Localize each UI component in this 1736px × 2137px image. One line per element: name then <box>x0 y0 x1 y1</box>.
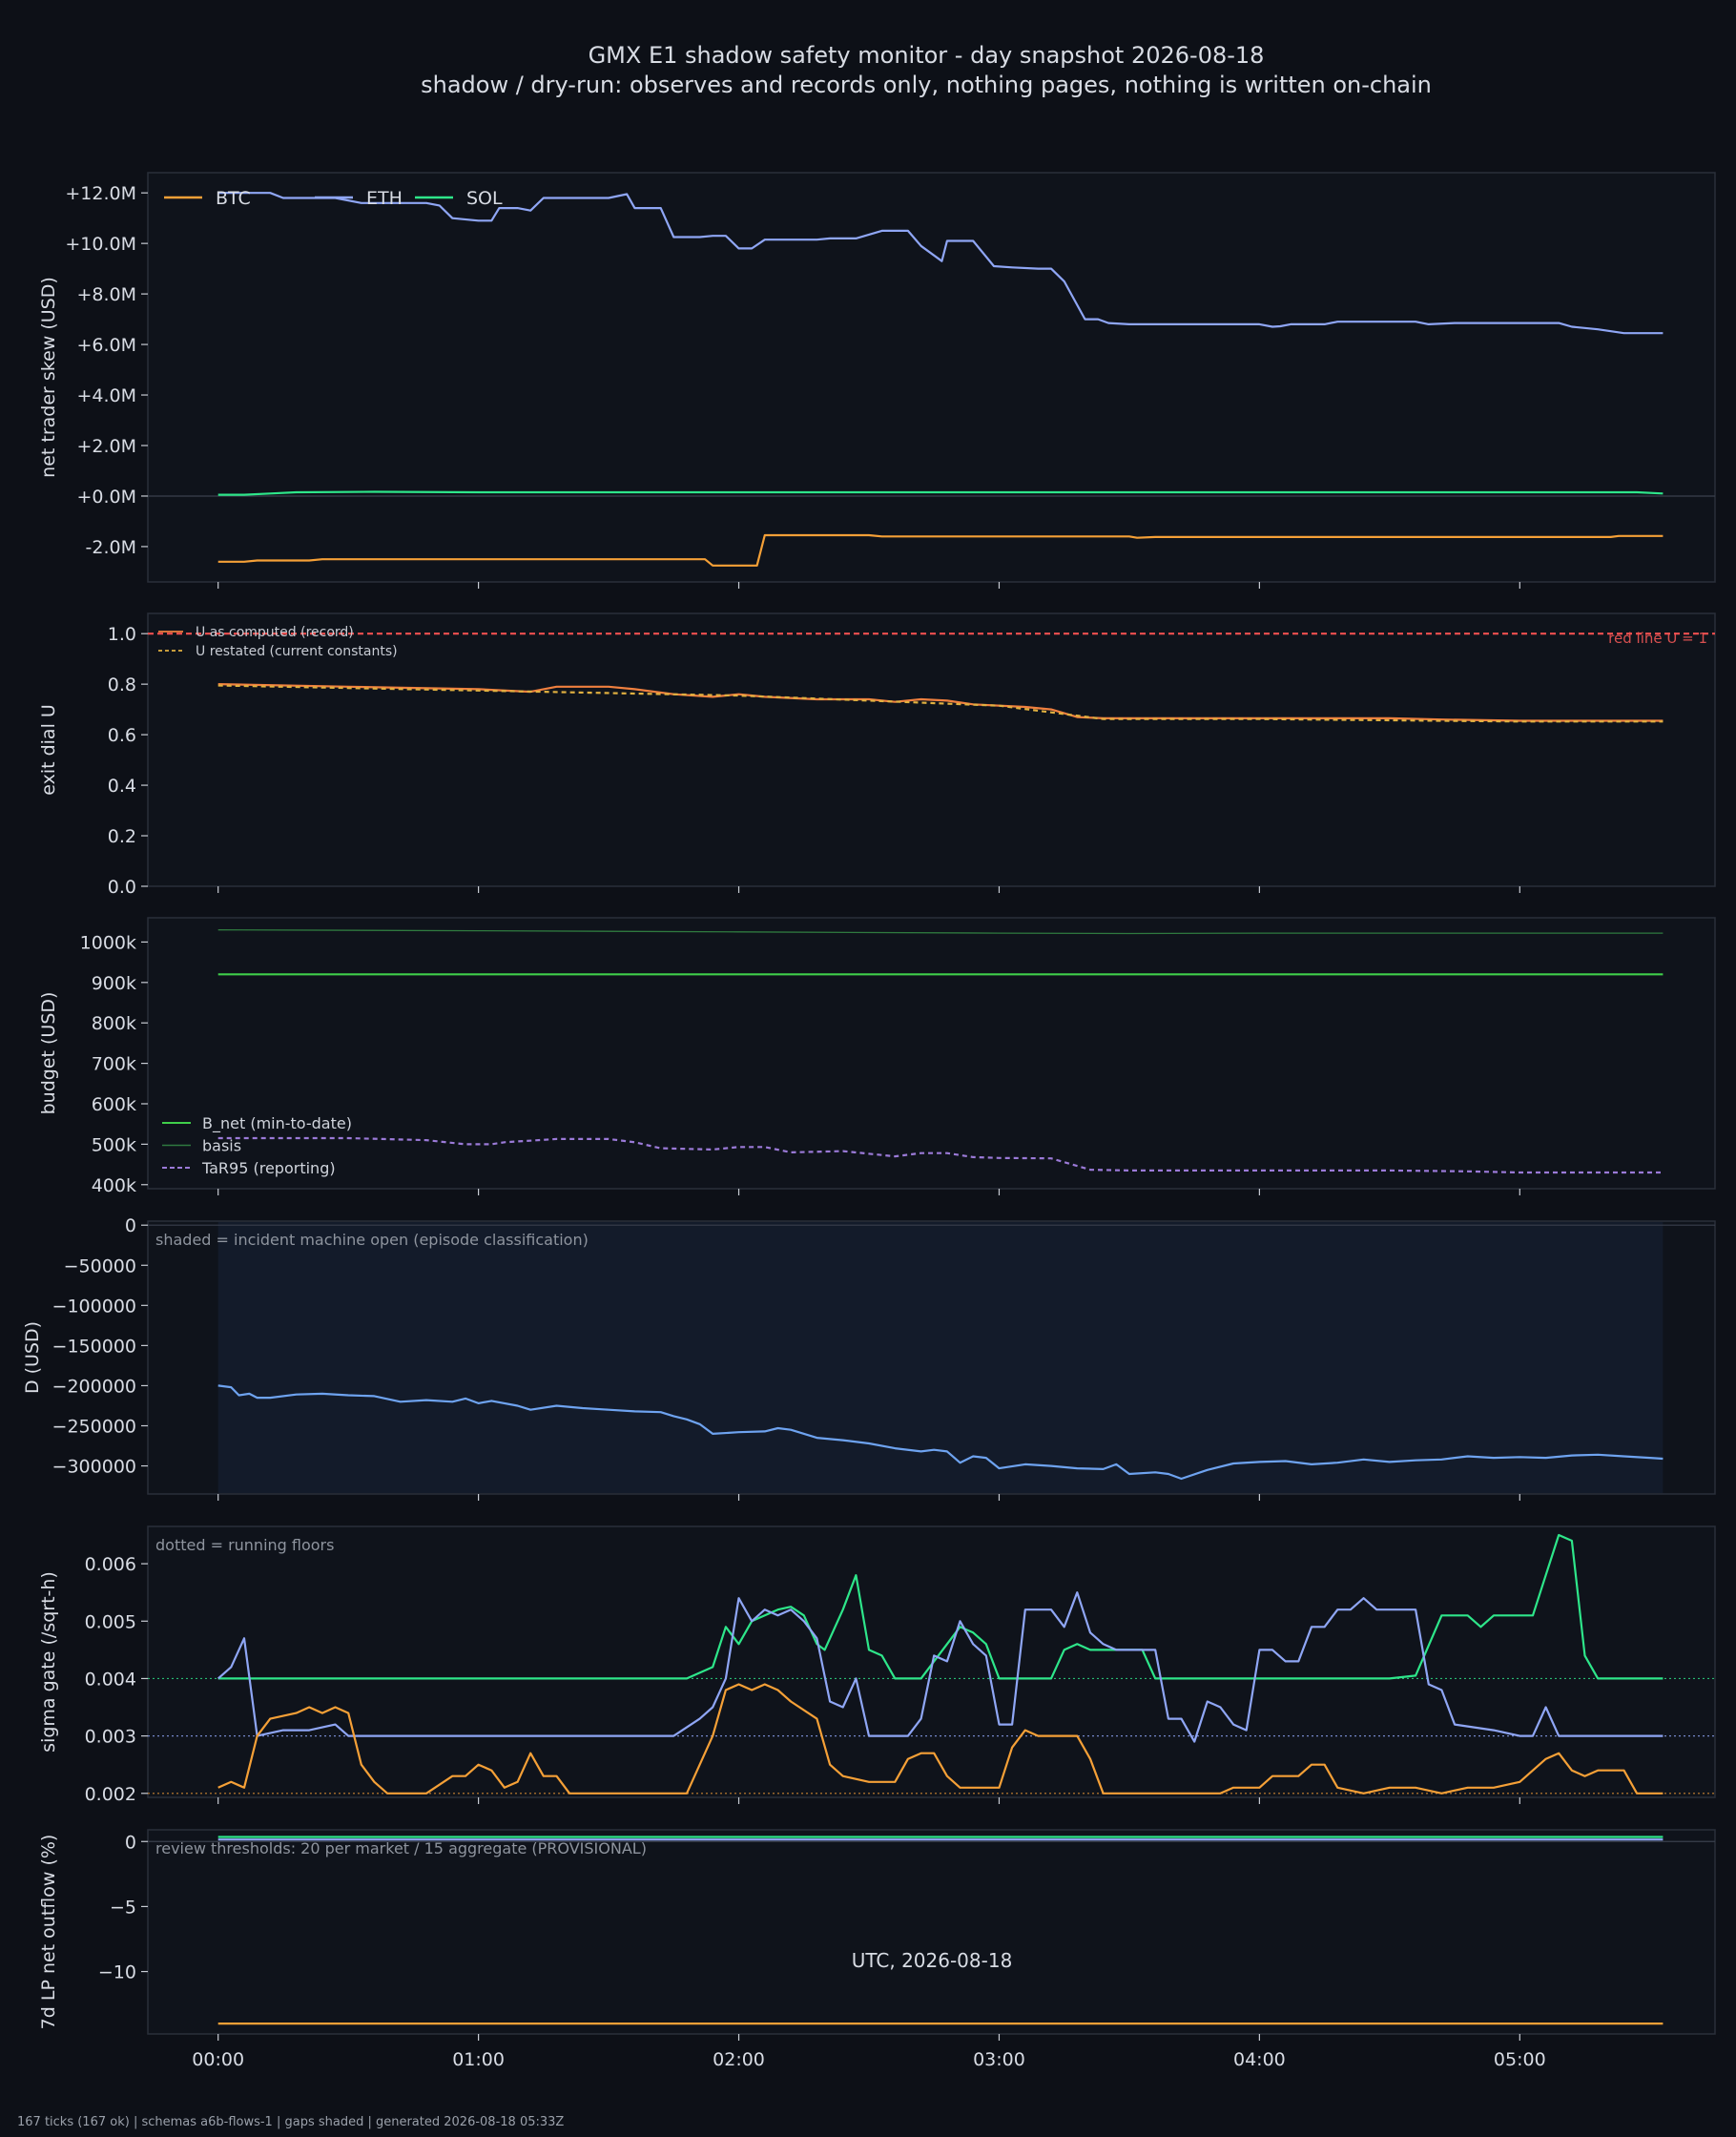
x-axis-label: UTC, 2026-08-18 <box>852 1949 1013 1972</box>
y-axis-label: 7d LP net outflow (%) <box>38 1835 59 2030</box>
y-tick-label: 0.006 <box>85 1554 136 1575</box>
series-line-eth <box>217 1591 1664 1743</box>
panel-frame-lp_outflow <box>147 1829 1716 2035</box>
y-axis-label: D (USD) <box>22 1321 43 1394</box>
x-tick-label: 01:00 <box>452 2049 505 2070</box>
y-tick-label: −5 <box>110 1897 136 1918</box>
y-tick-label: −200000 <box>52 1376 136 1397</box>
y-tick-label: 0 <box>125 1832 136 1853</box>
series-line-btc <box>217 1683 1664 1795</box>
y-tick-label: -2.0M <box>86 537 136 558</box>
y-tick-label: 1000k <box>80 932 136 953</box>
x-tick-label: 05:00 <box>1494 2049 1546 2070</box>
y-tick-label: 500k <box>92 1134 136 1155</box>
series-line-u-as-computed-record- <box>217 683 1664 722</box>
red-line-annotation: red line U = 1 <box>1608 630 1707 647</box>
panel-budget: 400k 500k 600k 700k 800k 900k 1000k budget (USD… <box>38 917 1716 1196</box>
y-tick-label: 900k <box>92 973 136 994</box>
y-tick-label: 0.0 <box>108 877 136 898</box>
panel-skew: -2.0M +0.0M +2.0M +4.0M +6.0M +8.0M +10.0M +12.… <box>38 172 1716 589</box>
y-axis-label: sigma gate (/sqrt-h) <box>38 1571 59 1753</box>
y-tick-label: +10.0M <box>65 234 136 255</box>
series-line-tar95-reporting- <box>217 1136 1664 1174</box>
panel-frame-skew <box>147 172 1716 583</box>
legend-label: TaR95 (reporting) <box>201 1159 336 1177</box>
y-tick-label: 0 <box>125 1215 136 1236</box>
series-line-sol <box>217 1533 1664 1680</box>
series-line-eth <box>217 192 1664 335</box>
y-tick-label: 0.4 <box>108 776 136 797</box>
panel-drawdown: −300000 −250000 −200000 −150000 −100000 −5000… <box>22 1215 1716 1501</box>
y-axis-label: budget (USD) <box>38 992 59 1115</box>
footer-status: 167 ticks (167 ok) | schemas a6b-flows-1… <box>17 2115 564 2129</box>
panel-sigma_gate: 0.002 0.003 0.004 0.005 0.006 sigma gate (/sq… <box>38 1525 1716 1805</box>
y-tick-label: +2.0M <box>76 436 136 457</box>
panel-annotation: dotted = running floors <box>155 1536 334 1554</box>
y-tick-label: 0.002 <box>85 1784 136 1805</box>
y-tick-label: 0.2 <box>108 826 136 847</box>
panel-exit_dial: 0.0 0.2 0.4 0.6 0.8 1.0 exit dial U red line U … <box>38 612 1716 898</box>
shaded-region <box>217 1222 1664 1493</box>
y-tick-label: −250000 <box>52 1417 136 1438</box>
legend-label: ETH <box>366 188 403 209</box>
legend-label: U restated (current constants) <box>196 644 398 659</box>
legend-label: basis <box>202 1137 241 1155</box>
y-tick-label: −300000 <box>52 1457 136 1478</box>
y-tick-label: −10 <box>98 1962 136 1983</box>
panel-frame-sigma_gate <box>147 1525 1716 1798</box>
x-tick-label: 04:00 <box>1233 2049 1286 2070</box>
y-tick-label: 0.8 <box>108 674 136 695</box>
y-tick-label: 0.005 <box>85 1611 136 1632</box>
y-tick-label: 1.0 <box>108 624 136 645</box>
y-tick-label: 400k <box>92 1175 136 1196</box>
y-tick-label: 700k <box>92 1054 136 1075</box>
y-tick-label: +4.0M <box>76 385 136 406</box>
panel-frame-exit_dial <box>147 612 1716 887</box>
panel-lp_outflow: −10 −5 0 00:00 01:00 02:00 03:00 04:00 05:00 7d L… <box>38 1829 1716 2070</box>
panels-group: -2.0M +0.0M +2.0M +4.0M +6.0M +8.0M +10.0M +12.… <box>22 172 1716 2070</box>
y-axis-label: net trader skew (USD) <box>38 277 59 478</box>
series-line-d <box>217 1384 1664 1481</box>
x-tick-label: 02:00 <box>713 2049 765 2070</box>
y-tick-label: +6.0M <box>76 335 136 356</box>
y-tick-label: −100000 <box>52 1296 136 1317</box>
y-tick-label: +12.0M <box>65 183 136 204</box>
panel-annotation: shaded = incident machine open (episode … <box>155 1231 589 1249</box>
y-tick-label: 800k <box>92 1013 136 1034</box>
y-tick-label: 0.003 <box>85 1727 136 1748</box>
legend-label: SOL <box>466 188 503 209</box>
y-tick-label: 0.6 <box>108 725 136 746</box>
legend-label: BTC <box>216 188 251 209</box>
legend-label: U as computed (record) <box>196 625 354 640</box>
series-line-btc <box>217 533 1664 567</box>
figure-subtitle: shadow / dry-run: observes and records o… <box>421 72 1432 98</box>
series-line-basis <box>217 929 1664 935</box>
figure-title: GMX E1 shadow safety monitor - day snaps… <box>589 42 1265 69</box>
y-tick-label: −150000 <box>52 1336 136 1357</box>
legend-label: B_net (min-to-date) <box>202 1114 352 1133</box>
x-tick-label: 00:00 <box>192 2049 244 2070</box>
y-axis-label: exit dial U <box>38 704 59 796</box>
series-line-u-restated-current-constants- <box>217 684 1664 723</box>
panel-annotation: review thresholds: 20 per market / 15 ag… <box>155 1839 647 1857</box>
x-tick-label: 03:00 <box>973 2049 1025 2070</box>
y-tick-label: 0.004 <box>85 1669 136 1690</box>
y-tick-label: +8.0M <box>76 284 136 305</box>
y-tick-label: +0.0M <box>76 487 136 508</box>
series-line-sol <box>217 490 1664 496</box>
panel-frame-budget <box>147 917 1716 1190</box>
y-tick-label: 600k <box>92 1094 136 1115</box>
y-tick-label: −50000 <box>64 1255 136 1276</box>
